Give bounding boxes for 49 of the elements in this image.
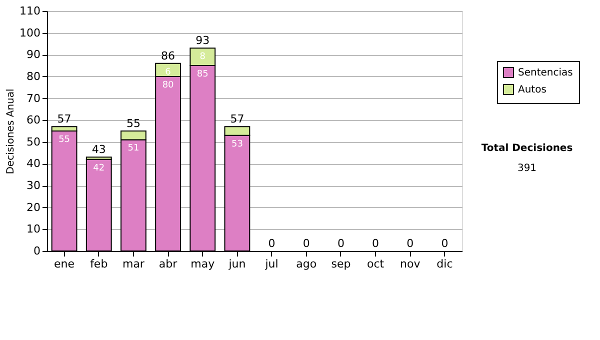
total-label: 43 <box>92 143 106 156</box>
data-label: 80 <box>162 80 174 90</box>
y-tick-label: 20 <box>26 200 40 214</box>
x-tick-label: dic <box>436 258 453 270</box>
text: Total Decisiones <box>481 143 573 154</box>
total-label: 57 <box>57 112 72 126</box>
y-tick-label: 10 <box>26 222 40 236</box>
x-tick-label: mar <box>122 258 145 270</box>
total-label: 0 <box>302 237 310 250</box>
y-tick-label: 110 <box>20 4 40 18</box>
x-tick-label: ago <box>296 258 317 270</box>
x-tick-label: feb <box>90 258 108 270</box>
total-label: 0 <box>372 237 380 250</box>
x-tick-label: abr <box>158 258 178 270</box>
x-tick-label: nov <box>400 258 421 270</box>
y-tick-label: 60 <box>26 114 40 127</box>
data-label: 42 <box>93 163 105 174</box>
y-tick-label: 50 <box>26 135 40 148</box>
y-tick-label: 70 <box>26 92 40 105</box>
data-label: 8 <box>200 52 206 62</box>
x-tick-label: sep <box>331 258 351 270</box>
x-tick-label: jun <box>228 258 246 270</box>
y-tick-label: 30 <box>26 179 40 192</box>
total-label: 57 <box>230 112 244 126</box>
x-tick-label: ene <box>54 258 75 270</box>
data-label: 53 <box>231 139 243 150</box>
y-tick-label: 100 <box>20 26 40 40</box>
legend-label: Sentencias <box>518 68 573 78</box>
total-label: 55 <box>126 117 140 130</box>
y-tick-label: 0 <box>34 244 40 258</box>
data-label: 51 <box>128 144 140 154</box>
y-tick-label: 80 <box>26 70 40 83</box>
total-label: 93 <box>196 34 210 48</box>
data-label: 6 <box>165 67 172 78</box>
text: 391 <box>517 163 537 174</box>
x-tick-label: oct <box>366 258 385 270</box>
total-label: 0 <box>268 237 276 250</box>
total-label: 0 <box>406 237 414 250</box>
y-tick-label: 40 <box>26 157 40 170</box>
data-label: 55 <box>58 135 70 145</box>
legend-label: Autos <box>518 84 546 96</box>
total-label: 86 <box>161 49 176 62</box>
data-label: 85 <box>196 70 208 80</box>
y-tick-label: 90 <box>26 48 40 62</box>
total-label: 0 <box>337 237 344 250</box>
x-tick-label: jul <box>264 258 278 270</box>
y-axis-title: Decisiones Anual <box>6 88 17 174</box>
total-label: 0 <box>441 237 448 250</box>
x-tick-label: may <box>190 258 216 270</box>
